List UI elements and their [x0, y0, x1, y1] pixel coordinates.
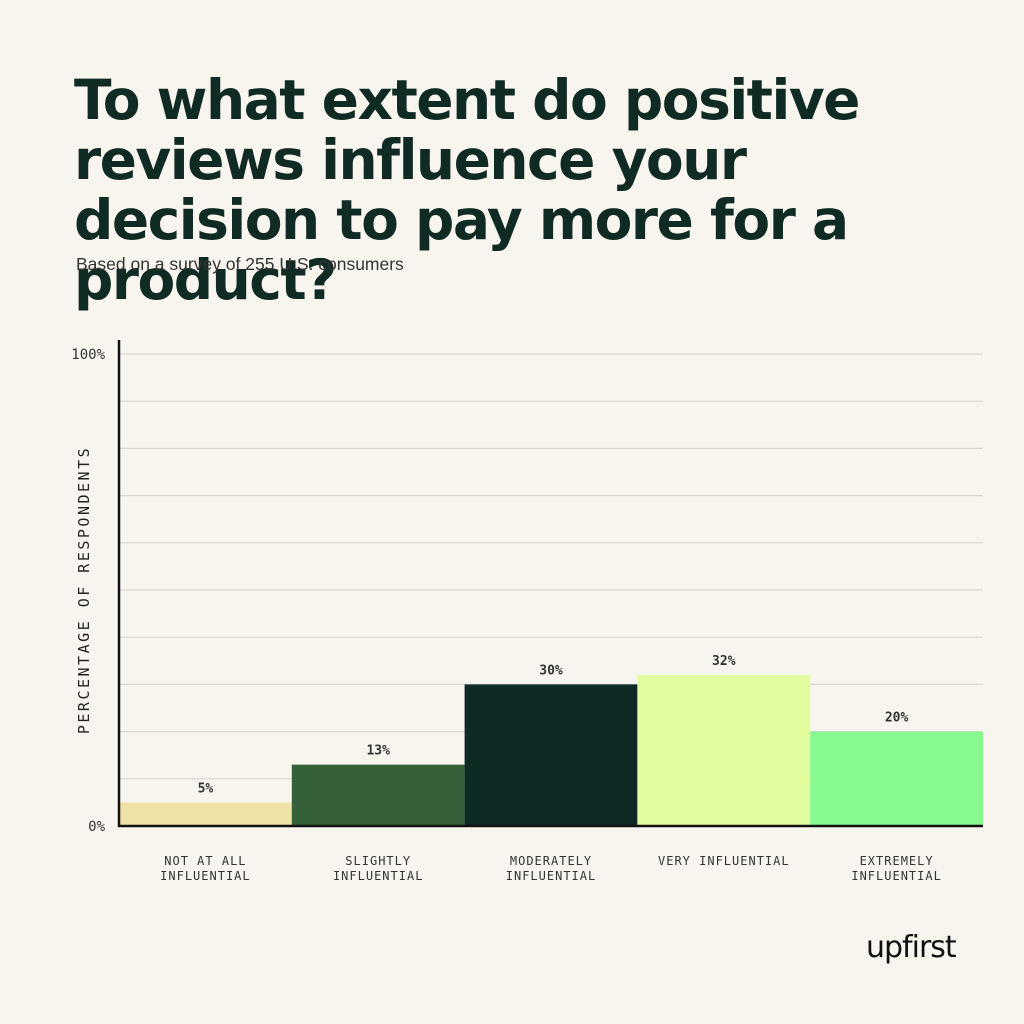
- data-label: 13%: [366, 744, 390, 759]
- y-tick-label: 0%: [88, 819, 105, 835]
- data-label: 32%: [712, 654, 736, 669]
- upfirst-logo: upfirst: [866, 930, 957, 965]
- data-label: 30%: [539, 663, 563, 678]
- category-label: SLIGHTLY: [345, 854, 411, 868]
- y-tick-label: 100%: [71, 347, 105, 363]
- bar: [464, 684, 638, 826]
- bar: [637, 674, 811, 826]
- data-label: 5%: [198, 781, 214, 796]
- category-label: EXTREMELY: [860, 854, 934, 868]
- chart-title: To what extent do positive reviews influ…: [74, 68, 860, 312]
- chart-subtitle: Based on a survey of 255 U.S. consumers: [76, 254, 404, 274]
- category-label: VERY INFLUENTIAL: [658, 854, 790, 868]
- bar: [810, 731, 983, 826]
- data-label: 20%: [885, 711, 909, 726]
- bar: [119, 802, 292, 826]
- category-label: INFLUENTIAL: [333, 869, 423, 883]
- bar: [291, 764, 465, 826]
- category-label: INFLUENTIAL: [160, 869, 250, 883]
- category-label: INFLUENTIAL: [506, 869, 596, 883]
- category-label: NOT AT ALL: [164, 854, 246, 868]
- category-label: INFLUENTIAL: [851, 869, 941, 883]
- category-label: MODERATELY: [510, 854, 592, 868]
